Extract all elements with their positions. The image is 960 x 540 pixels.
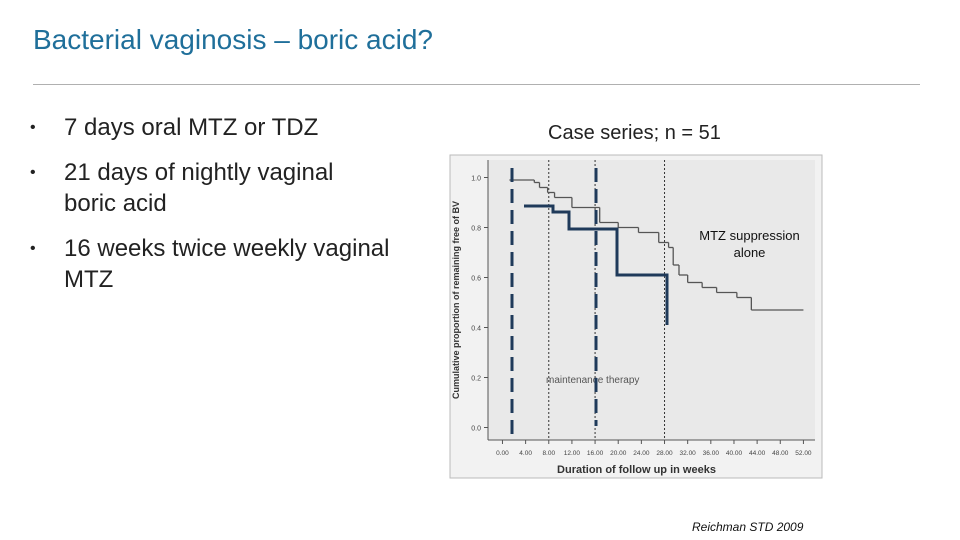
plot-area (488, 160, 815, 440)
caption: Case series; n = 51 (548, 122, 721, 144)
title-rule (33, 84, 920, 85)
x-tick-label: 32.00 (680, 450, 697, 457)
x-tick-label: 12.00 (564, 450, 581, 457)
y-tick-label: 0.0 (471, 426, 481, 433)
x-tick-label: 8.00 (542, 450, 555, 457)
y-tick-label: 0.2 (471, 376, 481, 383)
bullet: 21 days of nightly vaginal boric acid (30, 157, 390, 219)
bullet-list: 7 days oral MTZ or TDZ 21 days of nightl… (30, 112, 390, 309)
y-tick-label: 0.8 (471, 226, 481, 233)
x-tick-label: 36.00 (703, 450, 720, 457)
x-tick-label: 0.00 (496, 450, 509, 457)
slide-title: Bacterial vaginosis – boric acid? (33, 24, 433, 55)
x-tick-label: 28.00 (656, 450, 673, 457)
x-tick-label: 16.00 (587, 450, 604, 457)
x-tick-label: 24.00 (633, 450, 650, 457)
region-label: maintenance therapy (546, 375, 639, 386)
citation: Reichman STD 2009 (692, 520, 804, 534)
bullet: 7 days oral MTZ or TDZ (30, 112, 390, 143)
x-tick-label: 4.00 (519, 450, 532, 457)
x-tick-label: 44.00 (749, 450, 766, 457)
bracket-line (524, 204, 669, 325)
y-tick-label: 0.4 (471, 326, 481, 333)
x-axis-title: Duration of follow up in weeks (557, 464, 716, 476)
bullet: 16 weeks twice weekly vaginal MTZ (30, 233, 390, 295)
x-tick-label: 48.00 (772, 450, 789, 457)
annotation: MTZ suppression alone (699, 228, 800, 260)
y-tick-label: 0.6 (471, 276, 481, 283)
x-tick-label: 40.00 (726, 450, 743, 457)
x-tick-label: 52.00 (795, 450, 812, 457)
y-axis-title: Cumulative proportion of remaining free … (451, 201, 461, 399)
y-tick-label: 1.0 (471, 176, 481, 183)
x-tick-label: 20.00 (610, 450, 627, 457)
